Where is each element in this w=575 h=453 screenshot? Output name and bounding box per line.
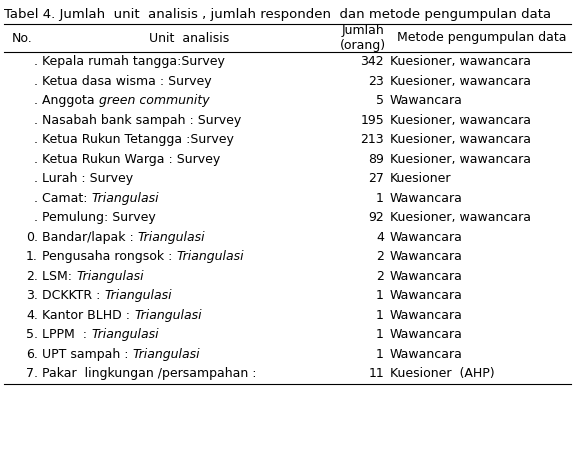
Text: Wawancara: Wawancara (390, 328, 463, 341)
Text: 5.: 5. (26, 328, 38, 341)
Text: Ketua Rukun Warga : Survey: Ketua Rukun Warga : Survey (42, 153, 220, 166)
Text: Wawancara: Wawancara (390, 348, 463, 361)
Text: Kuesioner, wawancara: Kuesioner, wawancara (390, 55, 531, 68)
Text: .: . (34, 211, 38, 224)
Text: Camat:: Camat: (42, 192, 91, 205)
Text: Pemulung: Survey: Pemulung: Survey (42, 211, 156, 224)
Text: Triangulasi: Triangulasi (177, 250, 244, 263)
Text: Kuesioner, wawancara: Kuesioner, wawancara (390, 114, 531, 127)
Text: Triangulasi: Triangulasi (138, 231, 205, 244)
Text: 1: 1 (376, 192, 384, 205)
Text: 4.: 4. (26, 309, 38, 322)
Text: Unit  analisis: Unit analisis (149, 32, 229, 44)
Text: green community: green community (99, 94, 209, 107)
Text: Triangulasi: Triangulasi (132, 348, 200, 361)
Text: 6.: 6. (26, 348, 38, 361)
Text: Kuesioner: Kuesioner (390, 172, 451, 185)
Text: .: . (34, 55, 38, 68)
Text: .: . (34, 192, 38, 205)
Text: Bandar/lapak :: Bandar/lapak : (42, 231, 138, 244)
Text: Wawancara: Wawancara (390, 250, 463, 263)
Text: Kantor BLHD :: Kantor BLHD : (42, 309, 134, 322)
Text: 195: 195 (361, 114, 384, 127)
Text: 7.: 7. (26, 367, 38, 380)
Text: DCKKTR :: DCKKTR : (42, 289, 105, 302)
Text: .: . (34, 133, 38, 146)
Text: .: . (34, 114, 38, 127)
Text: 213: 213 (361, 133, 384, 146)
Text: 23: 23 (368, 75, 384, 88)
Text: 3.: 3. (26, 289, 38, 302)
Text: Wawancara: Wawancara (390, 309, 463, 322)
Text: Wawancara: Wawancara (390, 289, 463, 302)
Text: Wawancara: Wawancara (390, 231, 463, 244)
Text: Jumlah
(orang): Jumlah (orang) (340, 24, 386, 52)
Text: 89: 89 (368, 153, 384, 166)
Text: .: . (34, 75, 38, 88)
Text: Pengusaha rongsok :: Pengusaha rongsok : (42, 250, 177, 263)
Text: Tabel 4. Jumlah  unit  analisis , jumlah responden  dan metode pengumpulan data: Tabel 4. Jumlah unit analisis , jumlah r… (4, 8, 551, 21)
Text: Kepala rumah tangga:Survey: Kepala rumah tangga:Survey (42, 55, 225, 68)
Text: 0.: 0. (26, 231, 38, 244)
Text: 4: 4 (376, 231, 384, 244)
Text: Pakar  lingkungan /persampahan :: Pakar lingkungan /persampahan : (42, 367, 256, 380)
Text: 11: 11 (368, 367, 384, 380)
Text: Metode pengumpulan data: Metode pengumpulan data (397, 32, 566, 44)
Text: Kuesioner, wawancara: Kuesioner, wawancara (390, 75, 531, 88)
Text: 1: 1 (376, 289, 384, 302)
Text: Ketua Rukun Tetangga :Survey: Ketua Rukun Tetangga :Survey (42, 133, 234, 146)
Text: 92: 92 (368, 211, 384, 224)
Text: 2: 2 (376, 270, 384, 283)
Text: No.: No. (12, 32, 32, 44)
Text: 5: 5 (376, 94, 384, 107)
Text: 1.: 1. (26, 250, 38, 263)
Text: 2: 2 (376, 250, 384, 263)
Text: 1: 1 (376, 328, 384, 341)
Text: Triangulasi: Triangulasi (91, 328, 159, 341)
Text: Wawancara: Wawancara (390, 192, 463, 205)
Text: Kuesioner, wawancara: Kuesioner, wawancara (390, 133, 531, 146)
Text: Wawancara: Wawancara (390, 94, 463, 107)
Text: LSM:: LSM: (42, 270, 76, 283)
Text: Anggota: Anggota (42, 94, 99, 107)
Text: Triangulasi: Triangulasi (91, 192, 159, 205)
Text: Triangulasi: Triangulasi (134, 309, 202, 322)
Text: Ketua dasa wisma : Survey: Ketua dasa wisma : Survey (42, 75, 212, 88)
Text: .: . (34, 172, 38, 185)
Text: Triangulasi: Triangulasi (105, 289, 172, 302)
Text: LPPM  :: LPPM : (42, 328, 91, 341)
Text: 27: 27 (368, 172, 384, 185)
Text: Kuesioner, wawancara: Kuesioner, wawancara (390, 153, 531, 166)
Text: 1: 1 (376, 348, 384, 361)
Text: Kuesioner, wawancara: Kuesioner, wawancara (390, 211, 531, 224)
Text: Nasabah bank sampah : Survey: Nasabah bank sampah : Survey (42, 114, 241, 127)
Text: .: . (34, 153, 38, 166)
Text: 1: 1 (376, 309, 384, 322)
Text: Triangulasi: Triangulasi (76, 270, 144, 283)
Text: .: . (34, 94, 38, 107)
Text: UPT sampah :: UPT sampah : (42, 348, 132, 361)
Text: Kuesioner  (AHP): Kuesioner (AHP) (390, 367, 494, 380)
Text: Wawancara: Wawancara (390, 270, 463, 283)
Text: 342: 342 (361, 55, 384, 68)
Text: 2.: 2. (26, 270, 38, 283)
Text: Lurah : Survey: Lurah : Survey (42, 172, 133, 185)
